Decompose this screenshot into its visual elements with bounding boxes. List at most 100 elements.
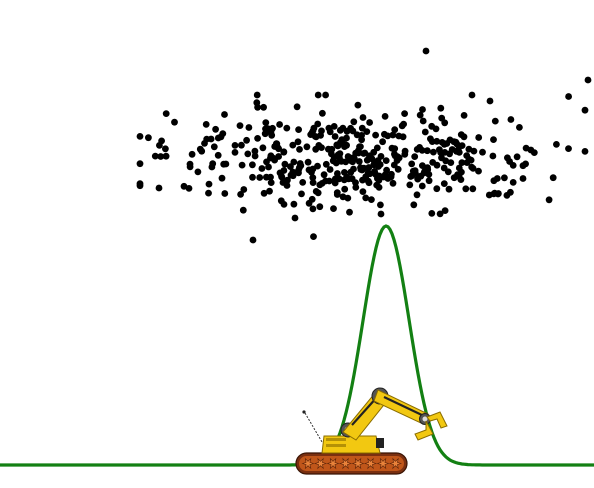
scatter-dot [460, 133, 468, 141]
scatter-dot [314, 189, 322, 197]
scatter-dot [214, 151, 222, 159]
scatter-dot [509, 179, 517, 186]
scatter-dot [527, 146, 535, 154]
scatter-dot [441, 207, 449, 215]
track-wheel-icon [351, 457, 365, 470]
scatter-dot [309, 127, 317, 135]
scatter-dot [205, 189, 212, 197]
scatter-dot [372, 171, 380, 179]
scatter-dot [458, 159, 466, 167]
scatter-dot [470, 147, 478, 155]
scatter-dot [346, 208, 353, 216]
scatter-dot [443, 140, 451, 147]
scatter-dot [350, 165, 357, 173]
scatter-dot [244, 150, 252, 158]
scatter-dot [347, 157, 355, 165]
scatter-dot [368, 196, 375, 204]
scatter-dot [210, 143, 218, 151]
scatter-dot [162, 145, 169, 153]
scatter-dot [328, 145, 336, 153]
scatter-dot [221, 190, 229, 197]
scatter-dot [422, 47, 430, 55]
scatter-dot [338, 157, 345, 165]
scatter-dot [413, 191, 421, 199]
scatter-dot [298, 190, 305, 198]
scatter-dot [281, 160, 289, 168]
scatter-dot [267, 179, 275, 187]
scatter-dot [212, 125, 220, 133]
scatter-dot [249, 236, 257, 244]
scatter-dot [372, 131, 379, 139]
scatter-dot [309, 205, 317, 213]
scatter-dot [436, 146, 443, 154]
scatter-dot [336, 150, 344, 158]
scatter-dot [249, 173, 256, 181]
scatter-dot [503, 192, 511, 199]
scatter-dot [355, 149, 362, 157]
scatter-dot [238, 141, 245, 149]
scatter-dot [238, 161, 246, 169]
scatter-dot [359, 114, 367, 121]
scatter-dot [341, 185, 349, 193]
scatter-dot [408, 160, 416, 168]
scatter-dot [581, 148, 589, 155]
scatter-dot [162, 152, 170, 160]
scatter-dot [440, 164, 448, 172]
scatter-dot [194, 168, 202, 176]
scatter-dot [353, 131, 361, 139]
scatter-dot [366, 152, 373, 160]
scatter-dot [157, 153, 165, 160]
scatter-dot [425, 177, 433, 185]
scatter-dot [236, 122, 244, 129]
scatter-dot [522, 160, 529, 168]
scatter-dot [219, 130, 227, 138]
scatter-dot [410, 201, 418, 209]
scatter-dot [430, 148, 437, 156]
scatter-dot [445, 185, 453, 193]
scatter-dot [330, 154, 338, 161]
scatter-dot [469, 165, 477, 172]
scatter-dot [290, 158, 298, 166]
scatter-dot [424, 164, 431, 172]
scatter-dot [314, 91, 322, 99]
scatter-dot [267, 154, 274, 162]
scatter-dot [343, 134, 350, 142]
scatter-dot [303, 143, 311, 151]
scatter-dot [373, 144, 381, 152]
scatter-dot [277, 197, 285, 205]
track-wheel-icon [313, 457, 328, 470]
scatter-dot [506, 158, 513, 165]
scatter-dot [261, 130, 269, 138]
scatter-dot [489, 152, 497, 160]
scatter-dot [420, 169, 428, 177]
scatter-dot [331, 175, 339, 183]
scatter-dot [309, 179, 317, 187]
scatter-dot [373, 181, 381, 189]
scatter-dot [251, 152, 259, 160]
scatter-dot [299, 179, 307, 186]
scatter-dot [316, 203, 324, 211]
scatter-dot [253, 91, 261, 99]
scatter-dot [389, 131, 397, 139]
scatter-dot [432, 125, 440, 133]
scatter-dot [291, 214, 299, 222]
scatter-dot [295, 166, 302, 174]
scatter-dot [395, 154, 403, 162]
scatter-dot [155, 184, 163, 192]
scatter-dot [428, 210, 436, 217]
scatter-dot [294, 138, 302, 146]
scatter-dot [296, 146, 303, 153]
scatter-dot [549, 174, 557, 182]
scatter-dot [358, 124, 366, 132]
scatter-dot [469, 185, 477, 193]
scatter-dot [384, 175, 392, 182]
scatter-dot [419, 106, 426, 113]
scatter-dot [314, 120, 322, 128]
scatter-dot [553, 141, 560, 148]
scatter-dot [450, 174, 458, 182]
scatter-dot [145, 134, 152, 142]
scatter-dot [269, 124, 276, 132]
scatter-dot [362, 173, 370, 181]
scatter-dot [260, 189, 268, 197]
scatter-dot [377, 210, 385, 218]
